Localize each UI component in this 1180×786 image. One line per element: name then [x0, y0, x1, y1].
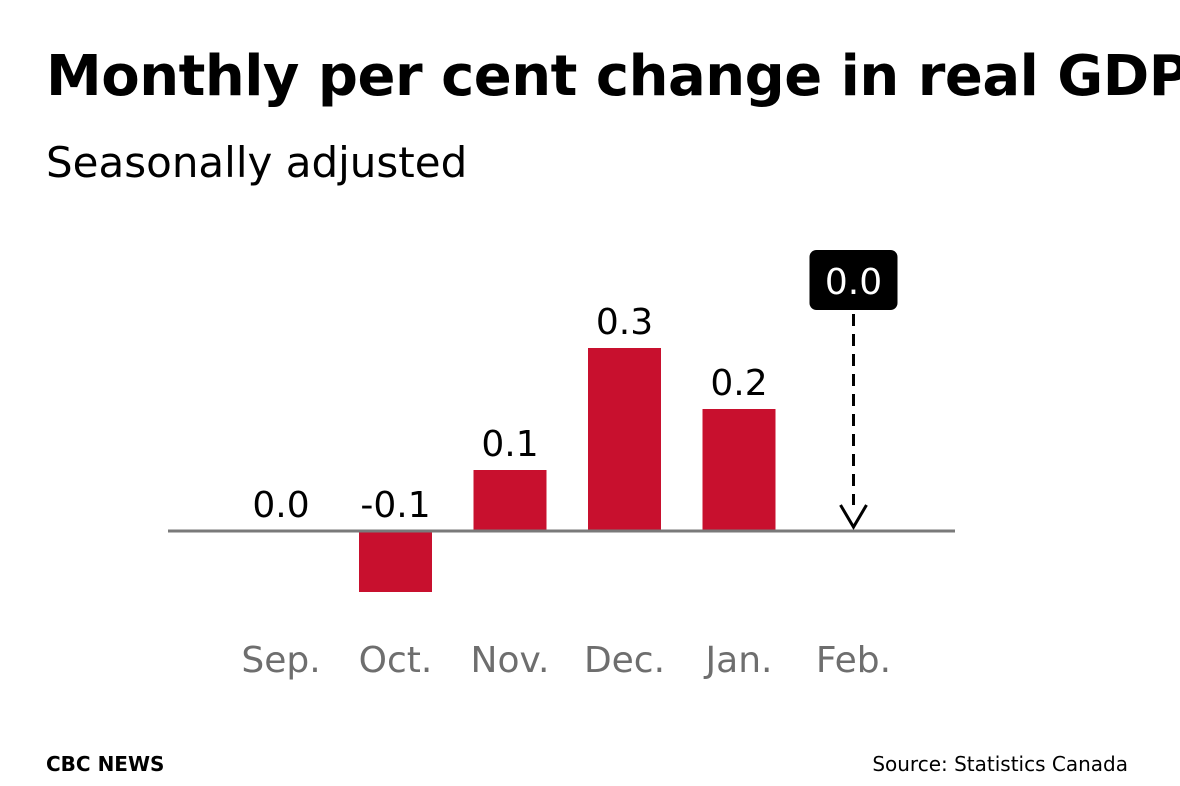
source-label: Source: Statistics Canada [872, 752, 1128, 776]
category-label: Nov. [471, 640, 550, 681]
bar-oct [359, 531, 432, 592]
value-label: 0.3 [596, 302, 653, 343]
category-label: Dec. [584, 640, 665, 681]
callout-arrowhead [839, 504, 868, 530]
chart-title: Monthly per cent change in real GDP [46, 44, 1180, 109]
bar-jan [702, 409, 776, 531]
bar-dec [588, 348, 661, 531]
category-label: Sep. [241, 640, 320, 681]
callout-value-label: 0.0 [825, 262, 882, 303]
value-label: -0.1 [360, 485, 430, 526]
category-label: Jan. [704, 640, 773, 681]
value-label: 0.2 [710, 363, 767, 404]
chart-subtitle: Seasonally adjusted [46, 138, 468, 187]
callout-box [809, 250, 898, 310]
value-label: 0.1 [481, 424, 538, 465]
category-label: Oct. [359, 640, 433, 681]
bar-nov [473, 470, 547, 531]
credit-label: CBC NEWS [46, 752, 165, 776]
value-label: 0.0 [252, 485, 309, 526]
category-label: Feb. [816, 640, 891, 681]
